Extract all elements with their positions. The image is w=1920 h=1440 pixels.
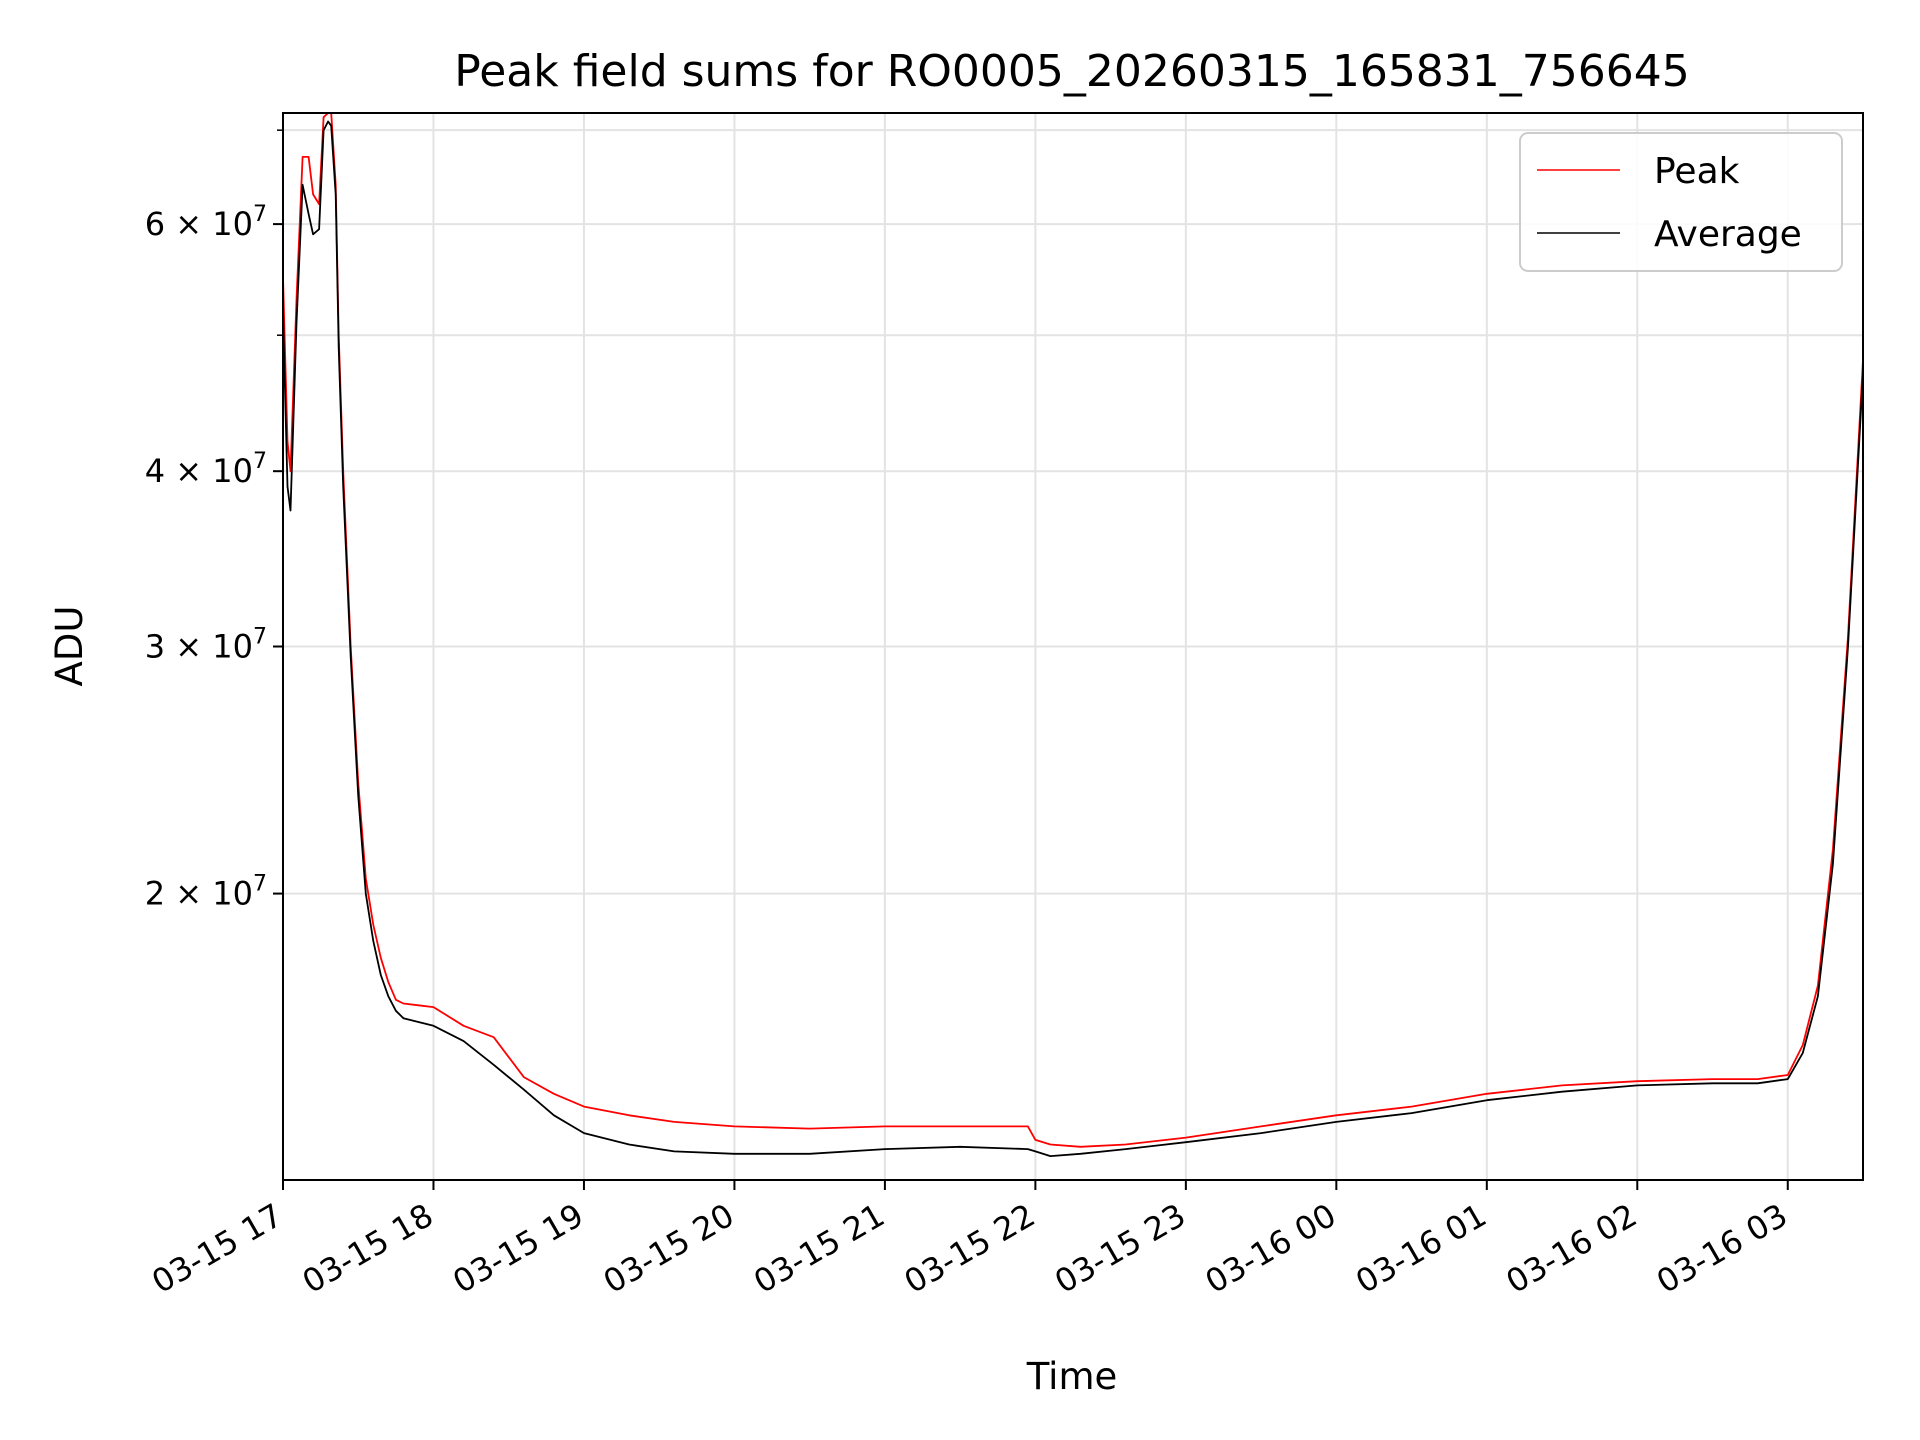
y-tick-label: 4 × 107: [145, 449, 267, 490]
y-tick-label: 2 × 107: [145, 872, 267, 913]
legend-box: [1519, 132, 1843, 272]
y-axis-ticks: 2 × 107 3 × 107 4 × 107 6 × 107: [145, 129, 283, 913]
legend: Peak Average: [1519, 132, 1843, 272]
legend-peak-label: Peak: [1654, 151, 1740, 192]
legend-average-label: Average: [1654, 214, 1802, 255]
y-tick-label: 6 × 107: [145, 202, 267, 243]
x-axis-label: Time: [1026, 1355, 1118, 1398]
chart-title: Peak field sums for RO0005_20260315_1658…: [454, 46, 1690, 97]
y-axis-label: ADU: [48, 606, 91, 687]
grid-lines: [282, 113, 1863, 1180]
average-series-line: [282, 120, 1864, 1157]
y-tick-label: 3 × 107: [145, 625, 267, 666]
